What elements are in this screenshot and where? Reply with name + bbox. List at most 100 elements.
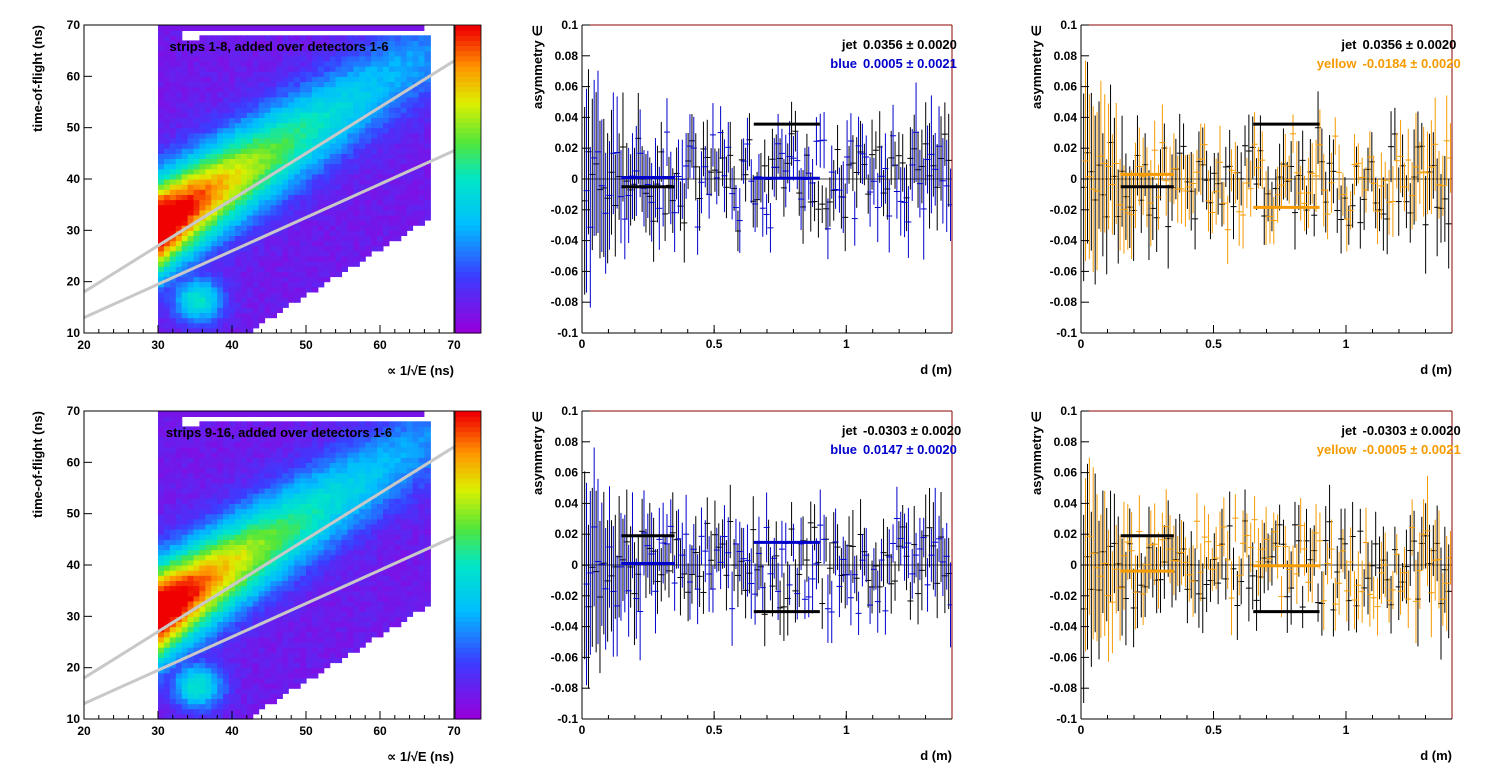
heatmap-cell: [276, 256, 283, 262]
heatmap-cell: [246, 652, 254, 658]
heatmap-cell: [211, 636, 218, 643]
heatmap-cell: [223, 245, 230, 252]
heatmap-cell: [193, 585, 200, 592]
heatmap-cell: [158, 230, 165, 236]
heatmap-cell: [258, 539, 266, 545]
heatmap-cell: [223, 529, 230, 535]
heatmap-cell: [311, 570, 319, 576]
heatmap-cell: [282, 595, 289, 602]
heatmap-cell: [246, 214, 254, 221]
heatmap-cell: [181, 50, 189, 57]
heatmap-cell: [365, 50, 372, 57]
heatmap-cell: [169, 307, 177, 313]
heatmap-cell: [264, 549, 272, 556]
heatmap-cell: [193, 281, 200, 288]
heatmap-cell: [317, 71, 325, 77]
heatmap-cell: [169, 493, 177, 499]
heatmap-cell: [163, 40, 171, 47]
heatmap-cell: [306, 652, 313, 658]
heatmap-cell: [383, 71, 390, 77]
heatmap-cell: [306, 117, 313, 124]
heatmap-cell: [187, 220, 195, 226]
heatmap-cell: [211, 261, 218, 267]
heatmap-cell: [323, 518, 331, 525]
heatmap-cell: [229, 66, 236, 72]
heatmap-cell: [270, 693, 277, 699]
heatmap-cell: [306, 137, 313, 144]
heatmap-cell: [365, 245, 372, 252]
heatmap-cell: [163, 122, 171, 129]
heatmap-cell: [169, 214, 177, 221]
heatmap-cell: [158, 539, 165, 545]
heatmap-cell: [199, 595, 206, 602]
heatmap-cell: [246, 168, 254, 175]
heatmap-cell: [424, 153, 431, 159]
heatmap-cell: [311, 493, 319, 499]
heatmap-cell: [288, 446, 295, 453]
heatmap-cell: [270, 55, 277, 62]
heatmap-cell: [294, 225, 301, 231]
heatmap-cell: [187, 107, 195, 113]
heatmap-cell: [270, 127, 277, 134]
heatmap-cell: [288, 286, 295, 293]
heatmap-cell: [294, 286, 301, 293]
heatmap-cell: [158, 256, 165, 262]
heatmap-cell: [158, 457, 165, 463]
heatmap-cell: [270, 158, 277, 165]
heatmap-cell: [246, 713, 254, 720]
heatmap-cell: [187, 667, 195, 674]
heatmap-cell: [329, 498, 337, 504]
heatmap-cell: [163, 693, 171, 699]
heatmap-cell: [217, 168, 224, 175]
heatmap-cell: [240, 117, 248, 124]
heatmap-cell: [270, 657, 277, 664]
heatmap-cell: [229, 693, 236, 699]
heatmap-cell: [246, 148, 254, 154]
heatmap-cell: [424, 102, 431, 108]
heatmap-cell: [424, 209, 431, 216]
heatmap-cell: [169, 189, 177, 195]
heatmap-cell: [217, 672, 224, 679]
heatmap-cell: [317, 137, 325, 144]
heatmap-cell: [282, 266, 289, 272]
heatmap-cell: [329, 86, 337, 93]
heatmap-cell: [264, 647, 272, 653]
heatmap-cell: [412, 148, 420, 154]
heatmap-cell: [217, 266, 224, 272]
heatmap-cell: [229, 199, 236, 206]
heatmap-cell: [187, 544, 195, 551]
heatmap-cell: [424, 179, 431, 185]
heatmap-cell: [240, 498, 248, 504]
heatmap-cell: [329, 271, 337, 278]
heatmap-cell: [199, 220, 206, 226]
heatmap-cell: [223, 230, 230, 236]
heatmap-cell: [394, 143, 402, 149]
heatmap-cell: [394, 230, 402, 236]
heatmap-cell: [199, 199, 206, 206]
heatmap-cell: [264, 71, 272, 77]
heatmap-cell: [306, 441, 313, 448]
heatmap-cell: [175, 245, 183, 252]
heatmap-cell: [163, 688, 171, 694]
color-bar-segment: [455, 30, 481, 36]
heatmap-cell: [252, 621, 260, 628]
heatmap-cell: [211, 631, 218, 638]
heatmap-cell: [276, 86, 283, 93]
heatmap-cell: [169, 672, 177, 679]
heatmap-cell: [270, 621, 277, 628]
heatmap-cell: [400, 220, 408, 226]
heatmap-cell: [217, 452, 224, 458]
color-bar-segment: [455, 184, 481, 190]
heatmap-cell: [300, 179, 307, 185]
heatmap-cell: [175, 503, 183, 510]
heatmap-cell: [205, 96, 212, 103]
heatmap-cell: [229, 60, 236, 67]
heatmap-cell: [282, 286, 289, 293]
heatmap-cell: [211, 544, 218, 551]
heatmap-cell: [383, 184, 390, 190]
heatmap-cell: [211, 302, 218, 308]
heatmap-cell: [246, 322, 254, 329]
heatmap-cell: [187, 482, 195, 489]
heatmap-cell: [193, 590, 200, 597]
y-tick-label: 10: [67, 326, 81, 340]
